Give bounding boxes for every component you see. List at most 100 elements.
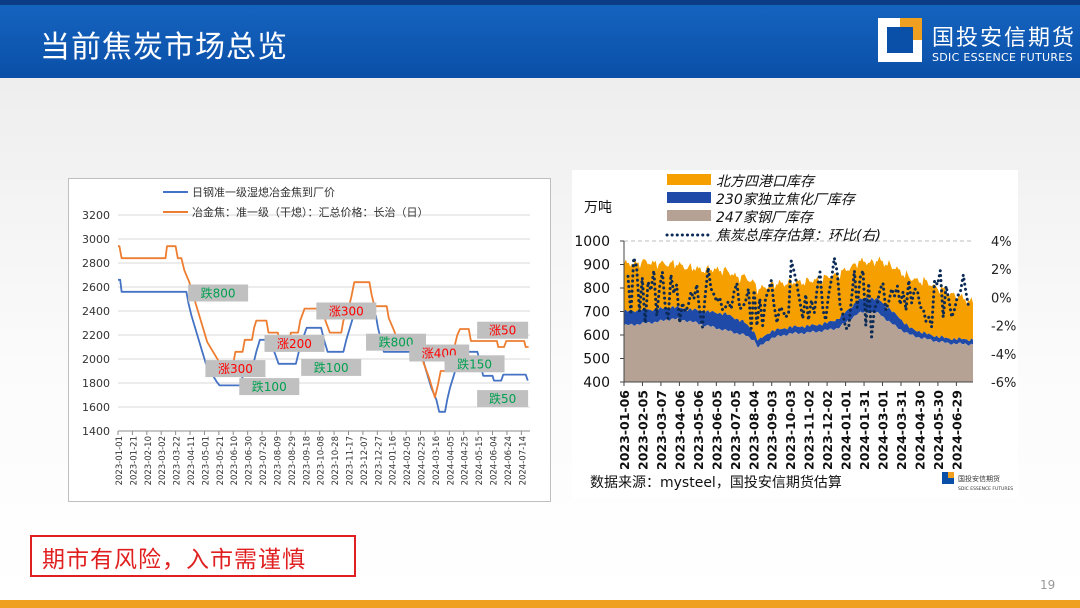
x-tick-label: 2024-01-16 <box>389 436 399 485</box>
y2-tick-label: -6% <box>991 376 1016 391</box>
x-tick-label: 2023-12-02 <box>820 390 835 470</box>
legend-label: 北方四港口库存 <box>716 174 816 190</box>
annotation-label: 跌50 <box>489 391 516 406</box>
x-tick-label: 2024-04-05 <box>446 436 456 485</box>
x-tick-label: 2023-04-11 <box>187 436 197 485</box>
x-tick-label: 2023-01-01 <box>115 436 125 485</box>
x-tick-label: 2024-01-31 <box>857 390 872 470</box>
mini-logo-name-en: SDIC ESSENCE FUTURES <box>958 486 1013 492</box>
x-tick-label: 2023-10-08 <box>317 436 327 485</box>
annotation-label: 跌100 <box>314 360 349 375</box>
annotation-label: 涨300 <box>218 361 253 376</box>
x-tick-label: 2023-07-20 <box>259 436 269 485</box>
y2-tick-label: -4% <box>991 348 1016 363</box>
x-tick-label: 2023-06-10 <box>230 436 240 485</box>
legend-label: 247家钢厂库存 <box>716 210 815 226</box>
mini-logo-name: 国投安信期货 <box>958 474 1000 483</box>
legend-swatch <box>667 210 711 221</box>
x-tick-label: 2023-03-02 <box>158 436 168 485</box>
x-tick-label: 2024-07-14 <box>518 436 528 485</box>
header-bar: 当前焦炭市场总览 国投安信期货 SDIC ESSENCE FUTURES <box>0 0 1080 78</box>
annotation-label: 涨50 <box>489 323 516 338</box>
y-tick-label: 2600 <box>82 281 110 294</box>
x-tick-label: 2023-12-07 <box>360 436 370 485</box>
y-tick-label: 1600 <box>82 401 110 414</box>
company-logo-icon <box>878 18 922 62</box>
x-tick-label: 2023-09-03 <box>765 390 780 470</box>
x-tick-label: 2023-09-18 <box>302 436 312 485</box>
company-name-en: SDIC ESSENCE FUTURES <box>932 51 1073 64</box>
annotation-label: 跌150 <box>457 356 492 371</box>
x-tick-label: 2024-03-31 <box>894 390 909 470</box>
legend-swatch <box>667 174 711 185</box>
annotation-box <box>264 334 325 352</box>
x-tick-label: 2023-02-05 <box>635 390 650 470</box>
risk-notice-box: 期市有风险，入市需谨慎 <box>30 535 356 577</box>
x-tick-label: 2024-04-30 <box>912 390 927 470</box>
annotation-box <box>239 378 300 396</box>
x-tick-label: 2024-02-05 <box>403 436 413 485</box>
x-tick-label: 2023-07-05 <box>728 390 743 470</box>
annotation-box <box>316 302 377 320</box>
x-tick-label: 2024-03-01 <box>876 390 891 470</box>
x-tick-label: 2024-02-25 <box>418 436 428 485</box>
annotation-label: 涨300 <box>329 304 364 319</box>
y2-tick-label: 2% <box>991 263 1012 278</box>
x-tick-label: 2024-05-15 <box>475 436 485 485</box>
annotation-box <box>477 390 529 408</box>
x-tick-label: 2023-12-27 <box>374 436 384 485</box>
y-tick-label: 3000 <box>82 233 110 246</box>
x-tick-label: 2023-06-30 <box>245 436 255 485</box>
x-tick-label: 2023-05-21 <box>216 436 226 485</box>
y2-tick-label: -2% <box>991 320 1016 335</box>
y-tick-label: 900 <box>583 258 610 274</box>
legend-label: 230家独立焦化厂库存 <box>716 192 857 208</box>
x-tick-label: 2023-04-06 <box>672 390 687 470</box>
x-tick-label: 2023-10-03 <box>783 390 798 470</box>
legend-swatch <box>667 192 711 203</box>
annotation-label: 跌800 <box>201 286 236 301</box>
x-tick-label: 2024-04-25 <box>461 436 471 485</box>
annotation-label: 涨200 <box>277 336 312 351</box>
y-tick-label: 1800 <box>82 377 110 390</box>
y-tick-label: 2800 <box>82 257 110 270</box>
x-tick-label: 2023-10-28 <box>331 436 341 485</box>
y-tick-label: 600 <box>583 328 610 344</box>
annotation-box <box>444 355 505 373</box>
y-tick-label: 800 <box>583 281 610 297</box>
annotation-box <box>301 358 362 376</box>
x-tick-label: 2023-06-05 <box>709 390 724 470</box>
ratio-dotted-line <box>626 256 971 339</box>
y-tick-label: 1400 <box>82 425 110 438</box>
legend-label: 冶金焦：准一级（干熄）：汇总价格：长治（日） <box>192 205 429 219</box>
y-tick-label: 2000 <box>82 353 110 366</box>
x-tick-label: 2023-02-10 <box>144 436 154 485</box>
coke-price-chart: 1400 1600 1800 2000 2200 2400 2600 2800 3000 3200… <box>68 178 551 502</box>
x-tick-label: 2024-06-24 <box>504 436 514 485</box>
x-tick-label: 2024-06-29 <box>949 390 964 470</box>
page-title: 当前焦炭市场总览 <box>40 30 288 65</box>
annotation-box <box>477 321 529 339</box>
coke-inventory-chart: -6% -4% -2% 0% 2% 4% 400 500 600 700 800 900 1000 万吨 2… <box>572 170 1018 498</box>
x-tick-label: 2023-03-22 <box>173 436 183 485</box>
legend-label: 焦炭总库存估算：环比(右) <box>716 228 881 244</box>
annotation-label: 跌100 <box>252 379 287 394</box>
x-tick-label: 2023-08-09 <box>273 436 283 485</box>
data-source-note: 数据来源：mysteel，国投安信期货估算 <box>590 474 842 491</box>
annotation-label: 跌800 <box>379 335 414 350</box>
footer-bar <box>0 600 1080 608</box>
x-tick-label: 2023-01-06 <box>617 390 632 470</box>
y-tick-label: 400 <box>583 375 610 391</box>
x-tick-label: 2023-11-17 <box>345 436 355 485</box>
annotation-box <box>205 360 266 378</box>
port-inventory-area <box>624 256 973 341</box>
x-tick-label: 2023-11-02 <box>802 390 817 470</box>
y-tick-label: 2200 <box>82 329 110 342</box>
annotation-box <box>188 284 249 302</box>
y-tick-label: 700 <box>583 305 610 321</box>
x-tick-label: 2023-01-21 <box>129 436 139 485</box>
y2-tick-label: 4% <box>991 235 1012 250</box>
x-tick-label: 2023-08-04 <box>746 390 761 470</box>
x-tick-label: 2023-05-01 <box>201 436 211 485</box>
steel-inventory-area <box>624 311 973 382</box>
